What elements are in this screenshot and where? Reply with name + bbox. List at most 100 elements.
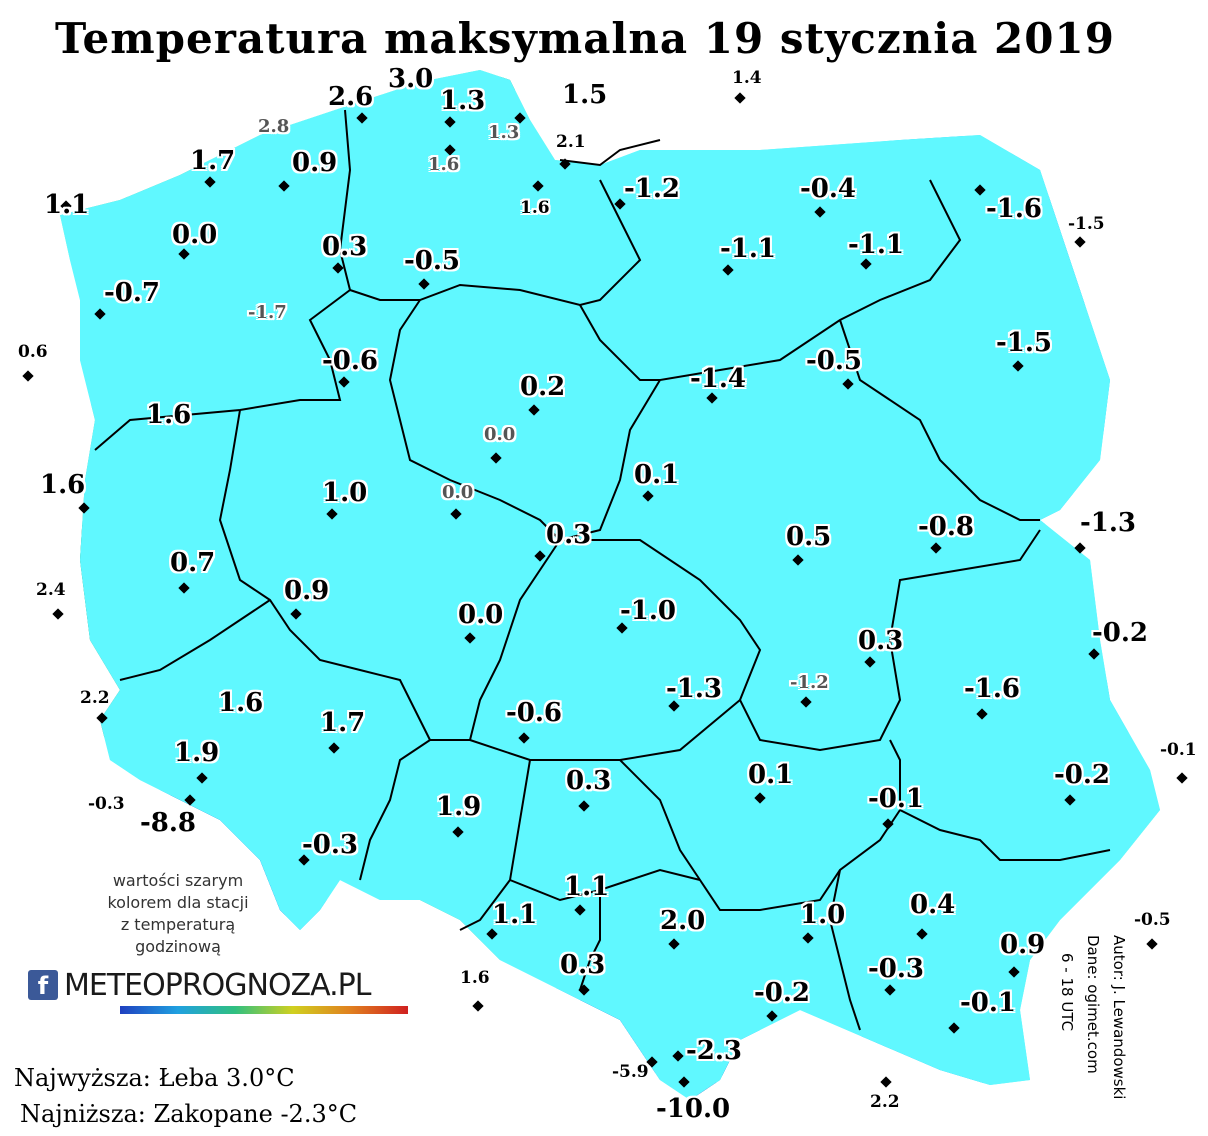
station-marker [298,854,310,866]
station-marker [472,1000,484,1012]
station-marker [278,180,290,192]
station-value: 2.2 [870,1092,900,1112]
station-value: 1.9 [174,738,220,768]
station-value: -0.7 [104,278,161,308]
station-marker [616,622,628,634]
time-range-line: 6 - 18 UTC [1058,953,1076,1032]
station-value: -0.3 [868,954,925,984]
station-marker [642,490,654,502]
station-value: -0.4 [800,174,857,204]
station-value: -0.2 [1054,760,1111,790]
station-value: 1.3 [488,122,520,143]
station-marker [22,370,34,382]
station-value: 1.1 [44,190,90,220]
station-value: -5.9 [612,1062,649,1082]
station-value: 0.7 [170,548,216,578]
station-value: 0.6 [18,342,48,362]
station-marker [792,554,804,566]
station-marker [204,176,216,188]
station-value: 1.6 [218,688,264,718]
station-marker [882,818,894,830]
station-marker [559,158,571,170]
station-value: 1.9 [436,792,482,822]
station-marker [706,392,718,404]
station-value: 1.6 [520,198,550,218]
station-marker [880,1076,892,1088]
station-value: -0.3 [88,794,125,814]
station-marker [1176,772,1188,784]
station-value: 0.9 [292,148,338,178]
station-marker [930,542,942,554]
station-value: 0.3 [560,950,606,980]
station-value: -0.6 [322,346,379,376]
station-value: 2.0 [660,906,706,936]
station-value: 1.1 [564,872,610,902]
station-value: 1.6 [460,968,490,988]
station-value: -0.1 [868,784,925,814]
station-value: 0.3 [858,626,904,656]
station-marker [1074,236,1086,248]
logo-colorbar [120,1006,408,1014]
station-value: -1.2 [624,174,681,204]
station-marker [1146,938,1158,950]
station-value: -0.2 [754,978,811,1008]
station-value: 0.3 [566,766,612,796]
station-value: -1.0 [620,596,677,626]
station-value: -0.3 [302,830,359,860]
station-marker [1088,648,1100,660]
station-marker [464,632,476,644]
station-value: -0.5 [806,346,863,376]
station-value: 1.4 [732,68,762,88]
station-marker [1074,542,1086,554]
station-marker [452,826,464,838]
station-value: 0.0 [458,600,504,630]
legend-note-line: godzinową [135,937,221,956]
station-marker [814,206,826,218]
station-marker [518,732,530,744]
station-marker [1012,360,1024,372]
station-value: -2.3 [686,1036,743,1066]
station-value: 1.7 [320,708,366,738]
station-value: 0.4 [910,890,956,920]
station-value: -1.6 [964,674,1021,704]
station-value: 2.4 [36,580,66,600]
station-value: -1.3 [666,674,723,704]
station-value: -1.1 [720,234,777,264]
station-value: -1.7 [248,302,287,323]
station-marker [578,800,590,812]
author-credits: Autor: J. Lewandowski Dane: ogimet.com 6… [1054,935,1132,1099]
station-value: 2.6 [328,82,374,112]
station-marker [842,378,854,390]
station-marker [1064,794,1076,806]
station-value: 1.7 [190,146,236,176]
station-marker [418,278,430,290]
station-marker [450,508,462,520]
author-line: Autor: J. Lewandowski [1110,935,1128,1100]
legend-note-line: kolorem dla stacji [107,893,249,912]
station-value: 0.2 [520,372,566,402]
facebook-icon[interactable]: f [28,970,58,1000]
station-value: 0.9 [1000,930,1046,960]
station-marker [672,1050,684,1062]
station-value: -0.1 [960,988,1017,1018]
station-value: 0.3 [322,232,368,262]
station-value: 0.5 [786,522,832,552]
station-marker [444,144,456,156]
station-value: 0.9 [284,576,330,606]
station-marker [864,656,876,668]
station-marker [948,1022,960,1034]
station-marker [860,258,872,270]
station-value: -0.8 [918,512,975,542]
station-marker [290,608,302,620]
station-value: -0.2 [1092,618,1149,648]
station-marker [668,700,680,712]
station-value: -10.0 [656,1094,731,1124]
legend-note-line: z temperaturą [120,915,236,934]
station-marker [766,1010,778,1022]
station-marker [332,262,344,274]
logo-text: METEOPROGNOZA.PL [64,968,371,1003]
station-value: -1.4 [690,364,747,394]
station-value: -0.5 [404,246,461,276]
station-marker [326,508,338,520]
station-value: 1.5 [562,80,608,110]
